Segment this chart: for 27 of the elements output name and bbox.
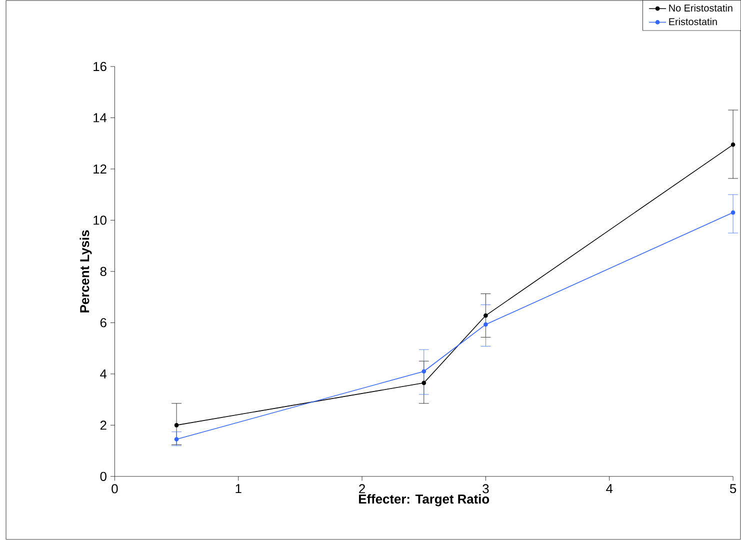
x-tick-label: 0 <box>112 484 118 494</box>
legend-label: Eristostatin <box>669 18 717 26</box>
point <box>174 437 179 442</box>
x-tick-label: 2 <box>359 484 365 494</box>
point <box>422 380 426 386</box>
y-tick-label: 4 <box>100 370 107 378</box>
x-axis-title: Effecter: Target Ratio <box>359 494 490 506</box>
y-tick-label: 8 <box>100 266 106 276</box>
y-tick-label: 12 <box>94 164 106 174</box>
y-tick-label: 0 <box>100 472 106 482</box>
point <box>730 142 736 147</box>
point <box>484 322 488 327</box>
legend-label: No Eristostatin <box>669 4 732 12</box>
point <box>484 313 488 318</box>
y-tick-label: 16 <box>94 62 106 72</box>
point <box>422 369 426 374</box>
y-tick-label: 2 <box>100 420 106 430</box>
x-tick-label: 5 <box>730 484 736 494</box>
x-tick-label: 4 <box>606 484 613 494</box>
y-tick-label: 14 <box>94 113 107 122</box>
x-tick-label: 1 <box>236 484 242 494</box>
y-tick-label: 6 <box>100 318 106 328</box>
point <box>730 210 736 215</box>
point <box>174 423 179 428</box>
y-tick-label: 10 <box>94 216 106 225</box>
x-tick-label: 3 <box>482 484 489 494</box>
y-axis-title: Percent Lysis <box>80 230 92 312</box>
